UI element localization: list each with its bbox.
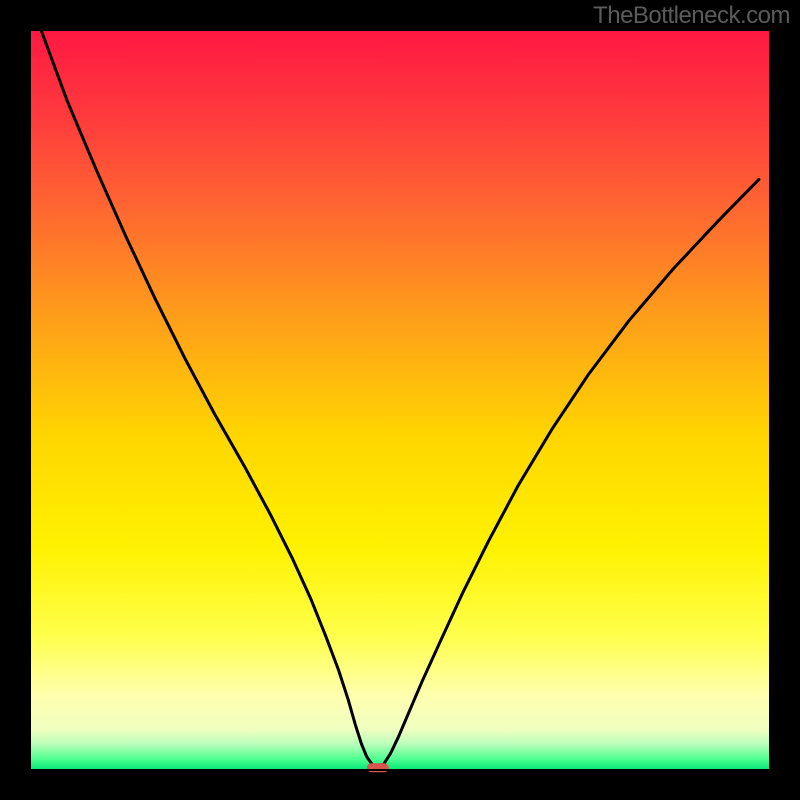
watermark-text: TheBottleneck.com: [593, 2, 790, 30]
plot-background: [30, 30, 770, 770]
bottleneck-chart: [0, 0, 800, 800]
chart-container: TheBottleneck.com: [0, 0, 800, 800]
